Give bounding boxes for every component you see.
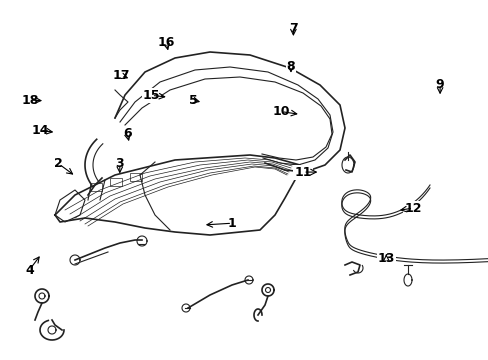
Text: 18: 18 <box>21 94 39 107</box>
Text: 15: 15 <box>142 89 160 102</box>
Bar <box>110 178 122 186</box>
Text: 2: 2 <box>54 157 63 170</box>
Text: 5: 5 <box>188 94 197 107</box>
Bar <box>90 183 102 191</box>
Text: 3: 3 <box>115 157 124 170</box>
Text: 9: 9 <box>435 78 444 91</box>
Text: 14: 14 <box>31 124 49 137</box>
Text: 16: 16 <box>157 36 175 49</box>
Text: 10: 10 <box>272 105 289 118</box>
Text: 4: 4 <box>25 264 34 276</box>
Text: 7: 7 <box>288 22 297 35</box>
Text: 12: 12 <box>404 202 421 215</box>
Text: 1: 1 <box>227 217 236 230</box>
Text: 8: 8 <box>286 60 295 73</box>
Text: 6: 6 <box>122 127 131 140</box>
Text: 13: 13 <box>377 252 394 265</box>
Text: 17: 17 <box>112 69 130 82</box>
Bar <box>130 173 142 181</box>
Text: 11: 11 <box>294 166 311 179</box>
